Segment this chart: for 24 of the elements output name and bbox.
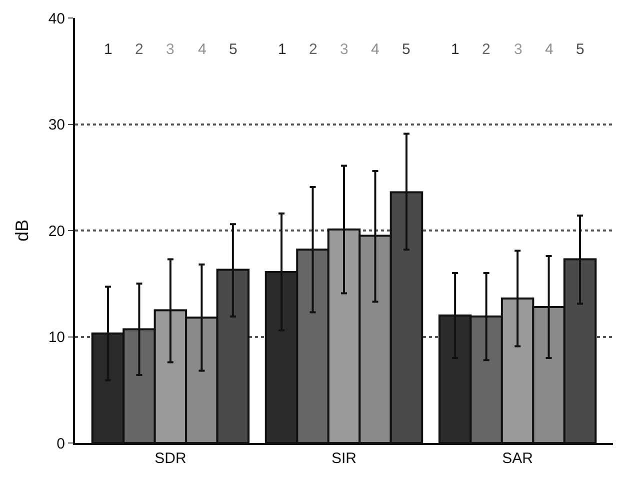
y-tick-label: 20 [48,222,65,240]
x-tick-label: SDR [154,450,186,467]
x-tick-label: SIR [331,450,357,467]
x-tick-label: SAR [502,450,534,467]
text: 1 [104,41,112,58]
text: 5 [402,41,410,58]
text: 3 [514,41,522,58]
text: 4 [371,41,380,58]
y-tick-label: 0 [56,435,65,452]
text: 4 [545,41,554,58]
text: 1 [451,41,460,58]
text: 2 [309,41,318,58]
text: 2 [482,41,490,58]
y-axis-title: dB [12,219,32,242]
text: 1 [278,41,286,58]
text: 5 [576,41,584,58]
y-tick-label: 10 [48,329,65,346]
y-tick-label: 40 [48,10,65,28]
text: 5 [229,41,238,58]
text: 2 [135,41,144,58]
y-tick-label: 30 [48,116,65,134]
text: 3 [166,41,174,58]
text: 4 [198,41,206,58]
text: 3 [340,41,348,58]
